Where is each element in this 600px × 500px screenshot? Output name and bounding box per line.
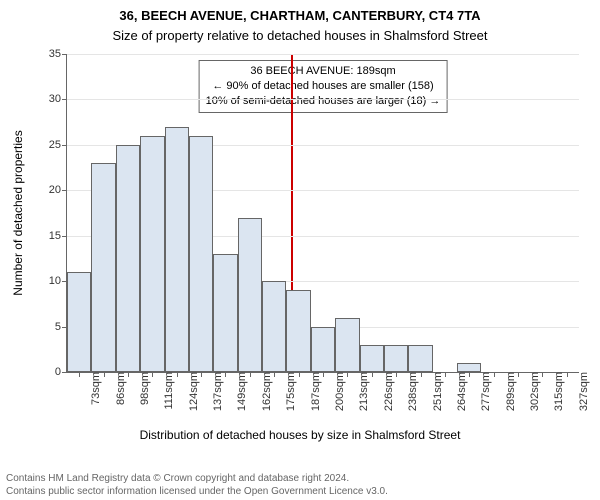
- histogram-bar: [165, 127, 189, 372]
- x-tick-label: 175sqm: [279, 372, 297, 411]
- histogram-bar: [360, 345, 384, 372]
- x-tick-label: 200sqm: [328, 372, 346, 411]
- x-tick-mark: [128, 372, 129, 377]
- x-tick-label: 327sqm: [572, 372, 590, 411]
- x-tick-label: 86sqm: [109, 372, 127, 405]
- x-tick-label: 162sqm: [255, 372, 273, 411]
- x-tick-label: 187sqm: [304, 372, 322, 411]
- x-tick-mark: [250, 372, 251, 377]
- histogram-bar: [384, 345, 408, 372]
- chart-subtitle: Size of property relative to detached ho…: [0, 28, 600, 43]
- y-tick-label: 20: [49, 184, 67, 196]
- x-tick-label: 238sqm: [401, 372, 419, 411]
- x-tick-mark: [445, 372, 446, 377]
- y-tick-label: 25: [49, 139, 67, 151]
- y-tick-label: 0: [55, 366, 67, 378]
- y-tick-label: 5: [55, 321, 67, 333]
- x-tick-label: 98sqm: [133, 372, 151, 405]
- histogram-bar: [262, 281, 286, 372]
- histogram-bar: [457, 363, 481, 372]
- histogram-bar: [335, 318, 359, 373]
- x-axis-label: Distribution of detached houses by size …: [0, 428, 600, 442]
- x-tick-label: 73sqm: [84, 372, 102, 405]
- histogram-bar: [311, 327, 335, 372]
- y-axis-label: Number of detached properties: [11, 130, 25, 295]
- annotation-line: 36 BEECH AVENUE: 189sqm: [206, 64, 441, 79]
- annotation-box: 36 BEECH AVENUE: 189sqm← 90% of detached…: [199, 60, 448, 113]
- y-tick-label: 15: [49, 230, 67, 242]
- x-tick-mark: [542, 372, 543, 377]
- y-tick-label: 10: [49, 275, 67, 287]
- x-tick-mark: [421, 372, 422, 377]
- x-tick-label: 302sqm: [523, 372, 541, 411]
- x-tick-label: 226sqm: [377, 372, 395, 411]
- x-tick-label: 213sqm: [352, 372, 370, 411]
- chart-container: 36, BEECH AVENUE, CHARTHAM, CANTERBURY, …: [0, 0, 600, 500]
- histogram-bar: [189, 136, 213, 372]
- x-tick-label: 277sqm: [474, 372, 492, 411]
- x-tick-mark: [567, 372, 568, 377]
- histogram-bar: [238, 218, 262, 372]
- annotation-line: 10% of semi-detached houses are larger (…: [206, 94, 441, 109]
- x-tick-mark: [177, 372, 178, 377]
- footer-line: Contains HM Land Registry data © Crown c…: [6, 472, 388, 485]
- x-tick-mark: [79, 372, 80, 377]
- x-tick-label: 289sqm: [499, 372, 517, 411]
- histogram-bar: [286, 290, 310, 372]
- histogram-bar: [140, 136, 164, 372]
- footer-attribution: Contains HM Land Registry data © Crown c…: [0, 468, 394, 500]
- x-tick-label: 149sqm: [230, 372, 248, 411]
- x-tick-mark: [225, 372, 226, 377]
- x-tick-mark: [152, 372, 153, 377]
- x-tick-label: 251sqm: [426, 372, 444, 411]
- chart-title: 36, BEECH AVENUE, CHARTHAM, CANTERBURY, …: [0, 8, 600, 23]
- x-tick-mark: [469, 372, 470, 377]
- plot-area: 36 BEECH AVENUE: 189sqm← 90% of detached…: [66, 54, 579, 373]
- x-tick-mark: [274, 372, 275, 377]
- x-tick-label: 315sqm: [547, 372, 565, 411]
- histogram-bar: [67, 272, 91, 372]
- x-tick-mark: [518, 372, 519, 377]
- x-tick-mark: [347, 372, 348, 377]
- x-tick-label: 264sqm: [450, 372, 468, 411]
- x-tick-mark: [104, 372, 105, 377]
- footer-line: Contains public sector information licen…: [6, 485, 388, 498]
- histogram-bar: [408, 345, 432, 372]
- y-tick-label: 35: [49, 48, 67, 60]
- x-tick-mark: [299, 372, 300, 377]
- x-tick-mark: [201, 372, 202, 377]
- histogram-bar: [91, 163, 115, 372]
- x-tick-mark: [396, 372, 397, 377]
- y-gridline: [67, 99, 579, 100]
- y-gridline: [67, 54, 579, 55]
- x-tick-mark: [323, 372, 324, 377]
- x-tick-label: 137sqm: [206, 372, 224, 411]
- x-tick-mark: [494, 372, 495, 377]
- x-tick-label: 124sqm: [182, 372, 200, 411]
- x-tick-label: 111sqm: [157, 372, 175, 410]
- histogram-bar: [116, 145, 140, 372]
- annotation-line: ← 90% of detached houses are smaller (15…: [206, 79, 441, 94]
- y-tick-label: 30: [49, 93, 67, 105]
- x-tick-mark: [372, 372, 373, 377]
- histogram-bar: [213, 254, 237, 372]
